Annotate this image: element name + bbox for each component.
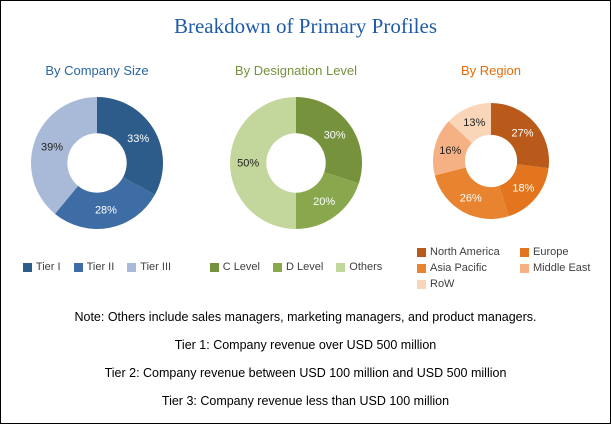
legend-swatch (417, 247, 426, 257)
chart-heading-region: By Region (461, 63, 521, 78)
slice-value-label: 39% (41, 141, 63, 153)
legend-swatch (272, 262, 282, 272)
legend-swatch (520, 263, 529, 273)
legend-item-tier-iii: Tier III (127, 261, 171, 273)
legend-label: Tier II (86, 261, 115, 273)
slice-value-label: 20% (313, 196, 335, 208)
slice-value-label: 18% (512, 182, 534, 194)
legend-swatch (417, 279, 426, 289)
donut-slice-middle-east (433, 121, 472, 176)
chart-section-region: By Region 27% 18% 26% 16% 13% North America E… (403, 63, 590, 301)
legend-label: Middle East (533, 262, 591, 274)
legend-label: Asia Pacific (430, 262, 487, 274)
donut-slice-d-level (296, 172, 359, 229)
slice-value-label: 16% (439, 145, 461, 157)
legend-region: North America Europe Asia Pacific Middle Ea… (417, 246, 590, 290)
legend-swatch (73, 262, 83, 272)
donut-slice-tier-ii (54, 177, 155, 229)
legend-label: Europe (533, 246, 569, 258)
legend-label: D Level (285, 261, 324, 273)
legend-swatch (209, 262, 219, 272)
donut-slice-tier-iii (31, 97, 97, 214)
note-others: Note: Others include sales managers, mar… (74, 310, 537, 324)
legend-company-size: Tier I Tier II Tier III (9, 261, 185, 273)
notes-block: Note: Others include sales managers, mar… (1, 310, 610, 422)
note-tier1: Tier 1: Company revenue over USD 500 mil… (174, 338, 437, 352)
donut-slice-north-america (491, 103, 549, 169)
donut-slice-c-level (296, 97, 362, 184)
legend-item-row: RoW (417, 278, 518, 290)
legend-swatch (417, 263, 426, 273)
legend-designation-level: C Level D Level Others (208, 261, 384, 273)
chart-heading-designation-level: By Designation Level (234, 63, 358, 78)
donut-slice-asia-pacific (434, 167, 509, 219)
donut-chart-company-size: 33% 28% 39% (31, 97, 163, 229)
donut-slice-tier-i (97, 97, 163, 195)
legend-item-middle-east: Middle East (520, 262, 590, 274)
legend-label: RoW (430, 278, 455, 290)
note-tier2: Tier 2: Company revenue between USD 100 … (104, 366, 507, 380)
donut-slice-others (230, 97, 296, 229)
legend-swatch (520, 247, 529, 257)
slice-value-label: 13% (463, 117, 485, 129)
note-tier3: Tier 3: Company revenue less than USD 10… (161, 394, 450, 408)
legend-item-north-america: North America (417, 246, 518, 258)
legend-item-d-level: D Level (272, 261, 324, 273)
legend-item-others: Others (336, 261, 382, 273)
legend-swatch (127, 262, 137, 272)
slice-value-label: 28% (95, 205, 117, 217)
legend-swatch (336, 262, 346, 272)
legend-label: C Level (222, 261, 260, 273)
legend-swatch (22, 262, 32, 272)
legend-label: Tier I (35, 261, 61, 273)
slice-value-label: 50% (237, 158, 259, 170)
chart-heading-company-size: By Company Size (45, 63, 149, 78)
legend-item-tier-ii: Tier II (73, 261, 115, 273)
chart-section-designation-level: By Designation Level 30% 20% 50% C Level D … (208, 63, 384, 301)
donut-chart-designation-level: 30% 20% 50% (230, 97, 362, 229)
legend-label: North America (430, 246, 500, 258)
legend-label: Tier III (140, 261, 172, 273)
legend-item-tier-i: Tier I (22, 261, 61, 273)
legend-item-europe: Europe (520, 246, 590, 258)
legend-label: Others (349, 261, 383, 273)
figure-title: Breakdown of Primary Profiles (173, 14, 438, 38)
chart-section-company-size: By Company Size 33% 28% 39% Tier I Tier II T… (9, 63, 185, 301)
donut-slice-europe (499, 164, 549, 217)
slice-value-label: 33% (127, 133, 149, 145)
slice-value-label: 30% (324, 129, 346, 141)
legend-item-asia-pacific: Asia Pacific (417, 262, 518, 274)
legend-item-c-level: C Level (209, 261, 260, 273)
slice-value-label: 26% (460, 192, 482, 204)
donut-slice-row (448, 103, 491, 144)
slice-value-label: 27% (512, 128, 534, 140)
donut-chart-region: 27% 18% 26% 16% 13% (433, 103, 549, 219)
